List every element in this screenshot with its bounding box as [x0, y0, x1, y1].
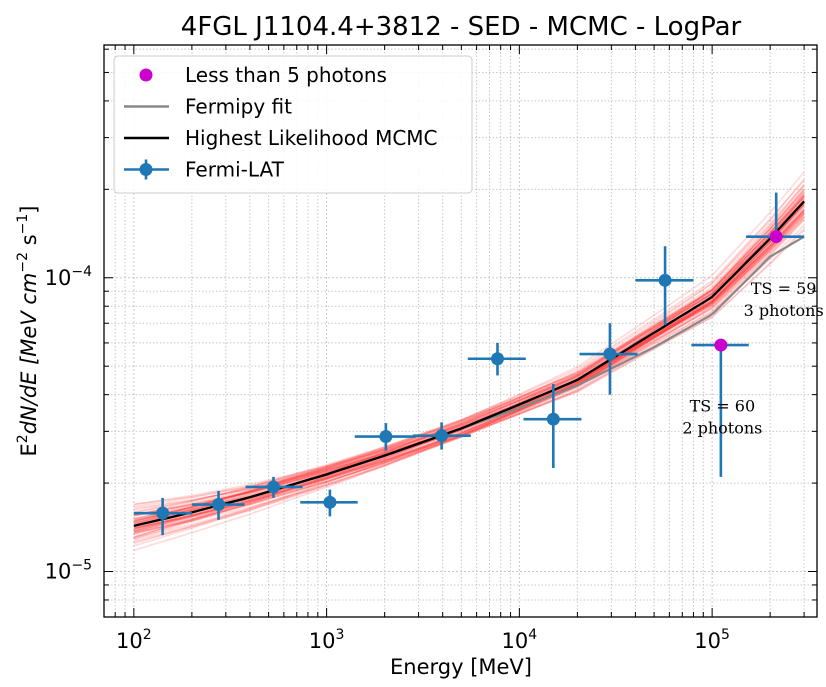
point-marker [323, 495, 337, 509]
legend-label: Highest Likelihood MCMC [185, 126, 438, 150]
mcmc-sample-line [133, 209, 805, 547]
fermi-lat-point [635, 246, 694, 326]
mcmc-sample-line [133, 202, 805, 519]
legend-entry: Less than 5 photons [139, 63, 387, 87]
y-tick-label: 10−5 [45, 557, 92, 583]
ts-annotation: TS = 60 [690, 397, 756, 416]
point-marker [156, 506, 170, 520]
point-marker [658, 273, 672, 287]
mcmc-sample-line [133, 204, 805, 543]
ts-annotation: TS = 59 [751, 279, 817, 298]
mcmc-sample-line [133, 206, 805, 529]
axis-ticks: 102 103 104 105 10−5 10−4 [45, 45, 817, 653]
mcmc-sample-line [133, 215, 805, 523]
point-marker [266, 480, 280, 494]
mcmc-sample-line [133, 188, 805, 529]
mcmc-sample-line [133, 212, 805, 527]
data-points [133, 192, 805, 536]
mcmc-sample-line [133, 203, 805, 525]
legend-box [113, 55, 473, 194]
point-marker [714, 338, 728, 352]
mcmc-sample-line [133, 227, 805, 532]
point-marker [490, 352, 504, 366]
fermi-lat-point [523, 383, 582, 469]
mcmc-sample-line [133, 201, 805, 524]
low-photon-point [746, 192, 805, 244]
fermi-lat-point [191, 490, 245, 520]
legend-marker [139, 68, 153, 82]
mcmc-sample-line [133, 210, 805, 536]
y-tick-label: 10−4 [45, 264, 92, 290]
mcmc-sample-line [133, 204, 805, 552]
highest-likelihood-line [133, 200, 805, 528]
mcmc-sample-line [133, 208, 805, 514]
x-tick-label: 104 [502, 627, 538, 653]
model-lines [133, 200, 805, 528]
point-marker [212, 498, 226, 512]
mcmc-sample-line [133, 203, 805, 510]
fermi-lat-point [300, 489, 358, 517]
mcmc-sample-line [133, 179, 805, 513]
legend-label: Less than 5 photons [185, 63, 387, 87]
chart-title: 4FGL J1104.4+3812 - SED - MCMC - LogPar [181, 12, 742, 42]
legend-entry: Fermi-LAT [124, 158, 285, 182]
mcmc-sample-line [133, 189, 805, 506]
mcmc-sample-line [133, 218, 805, 522]
plot-frame [103, 44, 818, 618]
mcmc-sample-line [133, 213, 805, 531]
fermi-lat-point [467, 342, 526, 376]
annotations: TS = 60 2 photons TS = 59 3 photons [682, 279, 823, 438]
legend-label: Fermi-LAT [185, 158, 285, 182]
mcmc-sample-line [133, 200, 805, 516]
y-axis-label: E2dN/dE [MeV cm−2 s−1] [15, 206, 41, 457]
point-marker [546, 412, 560, 426]
photon-count-annotation: 2 photons [682, 419, 762, 438]
mcmc-sample-line [133, 195, 805, 523]
legend-entry: Fermipy fit [124, 95, 292, 119]
point-marker [435, 429, 449, 443]
mcmc-sample-line [133, 216, 805, 525]
fermi-lat-point [245, 476, 303, 498]
mcmc-sample-line [133, 188, 805, 508]
legend-entry: Highest Likelihood MCMC [124, 126, 438, 150]
point-marker [379, 430, 393, 444]
mcmc-sample-line [133, 210, 805, 530]
mcmc-sample-line [133, 191, 805, 525]
mcmc-sample-line [133, 206, 805, 530]
fermi-lat-point [354, 423, 416, 451]
mcmc-sample-line [133, 196, 805, 539]
mcmc-sample-line [133, 192, 805, 539]
fermi-lat-point [579, 323, 638, 395]
mcmc-sample-line [133, 213, 805, 517]
mcmc-sample-line [133, 196, 805, 540]
fermi-lat-point [412, 422, 471, 450]
mcmc-sample-line [133, 198, 805, 516]
mcmc-sample-line [133, 211, 805, 517]
legend: Less than 5 photons Fermipy fit Highest Li… [113, 55, 473, 194]
mcmc-sample-line [133, 171, 805, 520]
photon-count-annotation: 3 photons [744, 301, 824, 320]
point-marker [769, 230, 783, 244]
x-axis-label: Energy [MeV] [390, 655, 532, 679]
mcmc-sample-line [133, 213, 805, 526]
x-tick-label: 105 [694, 627, 730, 653]
mcmc-sample-line [133, 202, 805, 526]
mcmc-sample-line [133, 194, 805, 516]
fermipy-fit-line [460, 235, 805, 430]
mcmc-sample-lines [133, 171, 805, 552]
mcmc-sample-line [133, 210, 805, 545]
legend-label: Fermipy fit [185, 95, 292, 119]
low-photon-point [691, 338, 749, 477]
mcmc-sample-line [133, 229, 805, 538]
point-marker [603, 347, 617, 361]
mcmc-sample-line [133, 184, 805, 534]
x-tick-label: 103 [309, 627, 345, 653]
x-tick-label: 102 [116, 627, 152, 653]
legend-marker [139, 163, 153, 176]
fermi-lat-point [133, 497, 192, 536]
mcmc-sample-line [133, 217, 805, 535]
